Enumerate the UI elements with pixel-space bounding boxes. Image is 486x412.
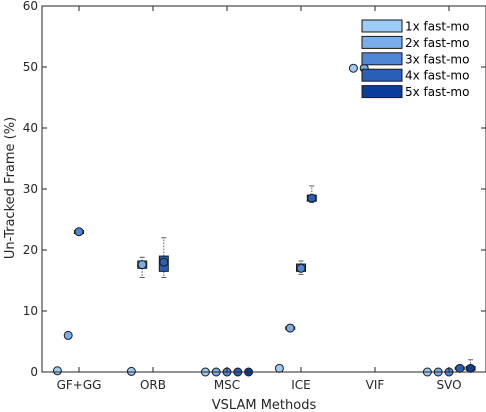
box-orb-series-1 [126,366,136,376]
mean-marker [74,227,84,237]
x-tick-label: ORB [140,378,166,392]
legend: 1x fast-mo 2x fast-mo 3x fast-mo 4x fast-mo… [361,19,469,99]
box-vif-series-1 [348,63,358,73]
box-orb-series-4 [158,237,169,278]
box-svo-series-5 [465,359,476,373]
box-ice-series-1 [274,363,284,373]
box-svo-series-4 [454,363,465,373]
legend-label: 4x fast-mo [405,69,469,83]
legend-item-1: 1x fast-mo [361,19,469,34]
box-orb-series-2 [137,256,148,278]
x-tick-label: ICE [291,378,311,392]
legend-swatch [361,52,403,66]
y-axis-label: Un-Tracked Frame (%) [3,117,18,259]
legend-item-4: 4x fast-mo [361,68,469,83]
box-gf-gg-series-1 [52,366,62,376]
legend-swatch [361,35,403,49]
x-tick-label: VIF [366,378,385,392]
box-gf-gg-series-3 [74,227,84,237]
mean-marker [126,366,136,376]
x-tick-label: MSC [214,378,240,392]
legend-label: 1x fast-mo [405,20,469,34]
y-tick-label: 10 [23,304,38,318]
legend-item-2: 2x fast-mo [361,35,469,50]
y-tick-label: 30 [23,182,38,196]
y-tick-label: 20 [23,243,38,257]
box-ice-series-2 [285,323,296,333]
y-tick-label: 0 [30,365,38,379]
legend-label: 3x fast-mo [405,52,469,66]
legend-label: 2x fast-mo [405,36,469,50]
legend-swatch [361,85,403,99]
legend-item-5: 5x fast-mo [361,85,469,99]
legend-item-3: 3x fast-mo [361,52,469,66]
legend-label: 5x fast-mo [405,85,469,99]
mean-marker [296,263,306,273]
x-tick-label: GF+GG [57,378,102,392]
y-tick-label: 50 [23,60,38,74]
mean-marker [52,366,62,376]
y-tick-label: 40 [23,121,38,135]
mean-marker [63,330,73,340]
legend-swatch [361,19,403,33]
box-ice-series-3 [296,260,306,275]
legend-swatch [361,68,403,82]
mean-marker [285,323,295,333]
chart-axes: 0 10 20 30 40 50 60 GF+GG ORB MSC ICE VIF SVO [23,0,486,392]
y-tick-label: 60 [23,0,38,13]
x-axis-label: VSLAM Methods [212,398,317,412]
mean-marker [348,63,358,73]
mean-marker [307,193,317,203]
box-ice-series-4 [306,185,317,203]
mean-marker [137,260,147,270]
mean-marker [159,257,169,267]
mean-marker [455,363,465,373]
mean-marker [274,363,284,373]
box-gf-gg-series-2 [63,330,73,340]
x-tick-label: SVO [436,378,461,392]
mean-marker [466,363,476,373]
